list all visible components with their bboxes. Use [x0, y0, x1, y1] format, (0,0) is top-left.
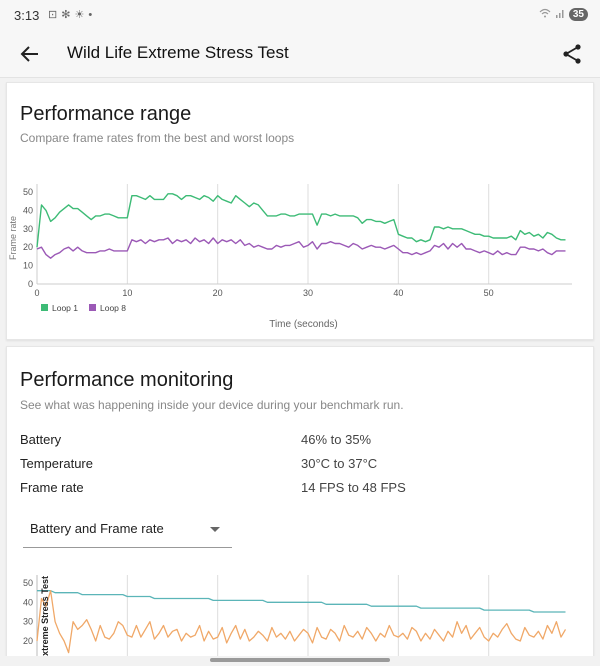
performance-monitoring-title: Performance monitoring	[20, 369, 234, 391]
x-tick-label: 30	[303, 288, 313, 298]
battery-frame-rate-chart: 50 40 30 20 Wild Life Extreme Stress Test	[23, 575, 567, 661]
stat-value-frame-rate: 14 FPS to 48 FPS	[301, 480, 406, 495]
battery-indicator: 35	[568, 8, 588, 21]
dropdown-selected-value: Battery and Frame rate	[30, 521, 164, 536]
x-tick-label: 0	[34, 288, 39, 298]
x-tick-label: 20	[213, 288, 223, 298]
screenshot-icon: ⊡	[48, 9, 62, 21]
chart-annotation: Wild Life Extreme Stress Test	[40, 576, 50, 661]
settings-flower-icon: ✻	[61, 9, 75, 21]
frame-rate-chart: 0 10 20 30 40 50 0 10 20 30 40 50 Frame rate Loop 1 Lo…	[8, 184, 572, 330]
arrow-left-icon	[20, 46, 38, 62]
series-line-loop-1	[36, 193, 566, 248]
status-bar: 3:13 ⊡✻☀• 35	[0, 0, 600, 32]
performance-monitoring-subtitle: See what was happening inside your devic…	[20, 398, 404, 412]
series-line-loop-8	[36, 237, 566, 259]
signal-icon	[555, 8, 565, 21]
y-axis-title: Frame rate	[8, 216, 18, 260]
x-tick-label: 10	[122, 288, 132, 298]
share-icon	[563, 44, 581, 64]
status-notification-icons: ⊡✻☀•	[48, 8, 96, 21]
dot-icon: •	[88, 9, 97, 21]
app-bar: Wild Life Extreme Stress Test	[0, 32, 600, 78]
performance-range-subtitle: Compare frame rates from the best and wo…	[20, 131, 295, 145]
caret-down-icon	[210, 527, 220, 532]
navigation-bar	[0, 656, 600, 666]
legend-swatch	[89, 304, 96, 311]
y-tick-label: 30	[23, 617, 33, 627]
legend-label: Loop 8	[100, 303, 126, 313]
x-tick-label: 40	[393, 288, 403, 298]
brightness-icon: ☀	[74, 9, 89, 21]
page-title: Wild Life Extreme Stress Test	[67, 43, 289, 62]
gesture-handle[interactable]	[210, 658, 390, 662]
back-button[interactable]	[18, 42, 42, 66]
status-time: 3:13	[14, 8, 40, 23]
y-tick-label: 20	[23, 242, 33, 252]
series-line-frame-rate	[36, 590, 567, 654]
y-tick-label: 30	[23, 224, 33, 234]
status-system-icons: 35	[539, 8, 588, 21]
performance-range-card: Performance range Compare frame rates fr…	[6, 82, 594, 340]
y-tick-label: 40	[23, 597, 33, 607]
performance-range-title: Performance range	[20, 103, 192, 125]
x-tick-label: 50	[484, 288, 494, 298]
wifi-icon	[539, 8, 551, 21]
performance-monitoring-card: Performance monitoring See what was happ…	[6, 346, 594, 666]
x-axis-title: Time (seconds)	[269, 319, 338, 330]
y-tick-label: 20	[23, 636, 33, 646]
stat-label-frame-rate: Frame rate	[20, 480, 84, 495]
y-tick-label: 0	[28, 279, 33, 289]
stat-value-temperature: 30°C to 37°C	[301, 456, 378, 471]
stat-value-battery: 46% to 35%	[301, 432, 372, 447]
chart-type-dropdown[interactable]: Battery and Frame rate	[23, 511, 232, 548]
y-tick-label: 10	[23, 261, 33, 271]
legend-swatch	[41, 304, 48, 311]
y-tick-label: 50	[23, 578, 33, 588]
series-line-battery	[37, 590, 566, 613]
stat-label-temperature: Temperature	[20, 456, 93, 471]
legend-label: Loop 1	[52, 303, 78, 313]
share-button[interactable]	[560, 42, 584, 66]
y-tick-label: 50	[23, 187, 33, 197]
y-tick-label: 40	[23, 205, 33, 215]
stat-label-battery: Battery	[20, 432, 62, 447]
